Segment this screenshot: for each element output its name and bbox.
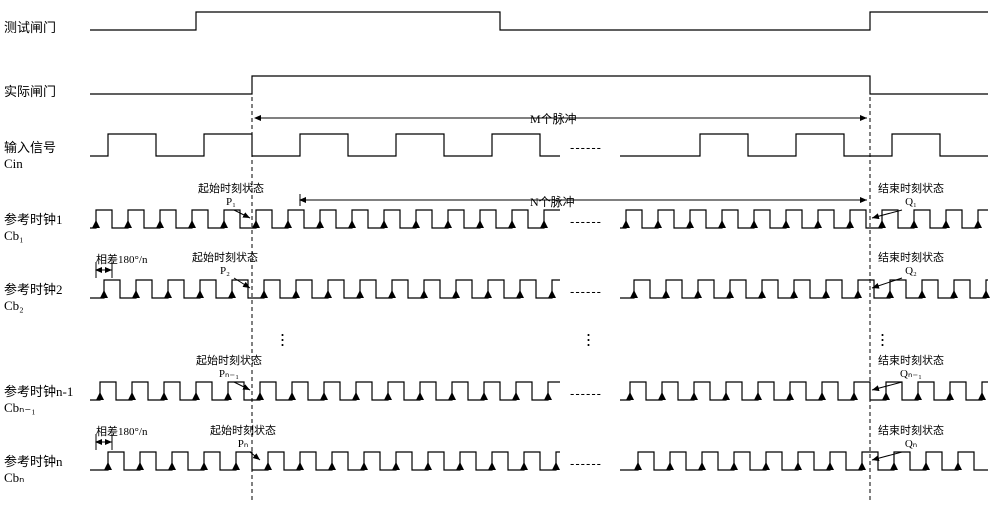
label-phase-diff-2: 相差180°/n bbox=[96, 426, 147, 439]
ellipsis-cb2: ------ bbox=[570, 284, 602, 299]
annot-p1: 起始时刻状态P₁ bbox=[198, 183, 264, 209]
ellipsis-cb1: ------ bbox=[570, 214, 602, 229]
label-cbn1: 参考时钟n-1Cbₙ₋₁ bbox=[4, 384, 73, 417]
annot-qn1: 结束时刻状态Qₙ₋₁ bbox=[878, 355, 944, 381]
ellipsis-cbn: ------ bbox=[570, 456, 602, 471]
label-phase-diff-1: 相差180°/n bbox=[96, 254, 147, 267]
label-actual-gate: 实际闸门 bbox=[4, 84, 56, 100]
label-cb2: 参考时钟2Cb₂ bbox=[4, 282, 63, 315]
vellipsis-mid: ... bbox=[586, 328, 591, 343]
label-test-gate: 测试闸门 bbox=[4, 20, 56, 36]
timing-diagram bbox=[0, 0, 1000, 516]
label-n-pulses: N个脉冲 bbox=[530, 193, 575, 210]
ellipsis-cin: ------ bbox=[570, 140, 602, 155]
annot-qn: 结束时刻状态Qₙ bbox=[878, 425, 944, 451]
vellipsis-right: ... bbox=[880, 328, 885, 343]
label-cb1: 参考时钟1Cb₁ bbox=[4, 212, 63, 245]
annot-pn1: 起始时刻状态Pₙ₋₁ bbox=[196, 355, 262, 381]
annot-p2: 起始时刻状态P₂ bbox=[192, 252, 258, 278]
label-m-pulses: M个脉冲 bbox=[530, 110, 577, 127]
label-cbn: 参考时钟nCbₙ bbox=[4, 454, 63, 487]
annot-q2: 结束时刻状态Q₂ bbox=[878, 252, 944, 278]
annot-q1: 结束时刻状态Q₁ bbox=[878, 183, 944, 209]
label-cin: 输入信号Cin bbox=[4, 140, 56, 173]
ellipsis-cbn1: ------ bbox=[570, 386, 602, 401]
vellipsis-left: ... bbox=[280, 328, 285, 343]
annot-pn: 起始时刻状态Pₙ bbox=[210, 425, 276, 451]
